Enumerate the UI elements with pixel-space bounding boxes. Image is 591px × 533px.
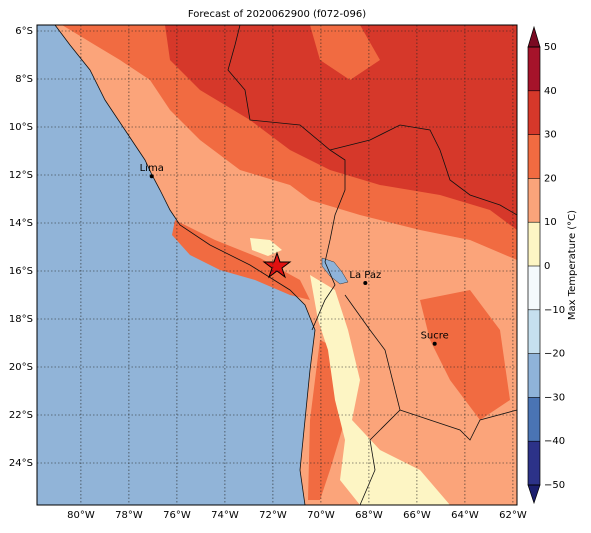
colorbar-label: Max Temperature (°C) [567,210,578,320]
colorbar-tick-label: −20 [544,349,565,360]
city-label: Lima [140,163,164,174]
colorbar-tick-label: 50 [544,42,557,53]
lon-tick-label: 78°W [115,510,143,521]
temp-region [172,220,310,300]
colorbar-segment [528,397,540,442]
colorbar-tick-label: 0 [544,261,550,272]
colorbar-tick-label: 40 [544,86,557,97]
colorbar-tick-label: −30 [544,392,565,403]
city-marker [432,341,437,346]
border [227,25,346,331]
lon-tick-label: 70°W [307,510,335,521]
coastline [54,25,316,505]
colorbar: −50 −40 −30 −20 −10 0 10 20 30 40 50 [527,25,565,505]
colorbar-segment [528,266,540,310]
lon-tick-label: 76°W [163,510,191,521]
city-label: Sucre [421,331,449,342]
colorbar-segment [528,90,540,135]
colorbar-extend [527,25,541,48]
lat-tick-label: 18°S [9,314,33,325]
lon-tick-label: 74°W [211,510,239,521]
lat-tick-label: 14°S [9,218,33,229]
lat-tick-label: 20°S [9,362,33,373]
colorbar-segment [528,178,540,223]
lat-tick-label: 8°S [15,74,33,85]
colorbar-segment [528,309,540,354]
lat-tick-label: 10°S [9,122,33,133]
colorbar-segment [528,47,540,91]
colorbar-extend [527,484,541,505]
lon-tick-label: 66°W [403,510,431,521]
colorbar-tick-label: 20 [544,173,557,184]
title: Forecast of 2020062900 (f072-096) [188,9,366,20]
lat-tick-label: 12°S [9,170,33,181]
colorbar-segment [528,134,540,179]
temp-region [165,25,517,230]
map-frame [36,24,518,506]
colorbar-tick-label: −10 [544,305,565,316]
colorbar-segment [528,353,540,398]
lon-tick-label: 62°W [499,510,527,521]
temp-region [250,238,282,256]
lat-tick-label: 24°S [9,458,33,469]
city-label: La Paz [349,270,381,281]
temp-region [310,25,380,80]
colorbar-segment [528,441,540,485]
lat-tick-label: 16°S [9,266,33,277]
lon-tick-label: 64°W [451,510,479,521]
lat-tick-label: 6°S [15,26,33,37]
lon-tick-label: 72°W [259,510,287,521]
colorbar-segment [528,222,540,266]
star-marker [262,251,292,279]
colorbar-tick-label: −40 [544,436,565,447]
colorbar-tick-label: 10 [544,217,557,228]
lon-tick-label: 80°W [67,510,95,521]
city-marker [363,281,368,285]
colorbar-tick-label: −50 [544,480,565,491]
colorbar-tick-label: 30 [544,130,557,141]
lon-tick-label: 68°W [355,510,383,521]
graticule [37,25,517,505]
lat-tick-label: 22°S [9,410,33,421]
border [329,124,517,216]
map: Lima La Paz Sucre [37,25,517,505]
temp-region [310,275,450,505]
